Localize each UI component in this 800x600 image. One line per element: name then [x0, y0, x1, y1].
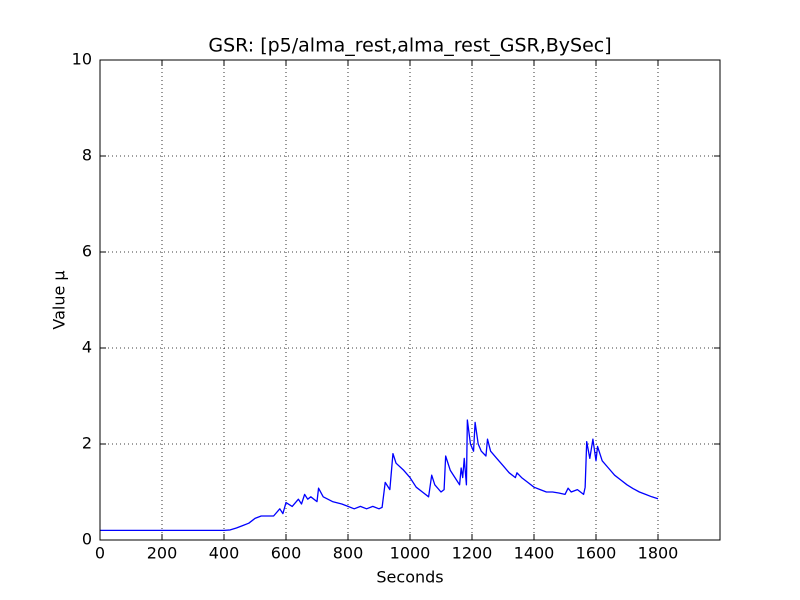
x-tick-label: 1800: [638, 544, 679, 563]
y-tick-label: 4: [82, 338, 92, 357]
y-tick-label: 10: [72, 50, 92, 69]
x-axis-label: Seconds: [376, 568, 443, 587]
y-axis-label: Value μ: [50, 270, 69, 329]
x-tick-label: 1000: [390, 544, 431, 563]
y-tick-label: 8: [82, 146, 92, 165]
x-tick-label: 1200: [452, 544, 493, 563]
x-tick-label: 600: [271, 544, 302, 563]
x-tick-label: 200: [147, 544, 178, 563]
y-tick-label: 0: [82, 530, 92, 549]
x-tick-label: 0: [95, 544, 105, 563]
x-tick-label: 1400: [514, 544, 555, 563]
y-tick-label: 6: [82, 242, 92, 261]
x-tick-label: 400: [209, 544, 240, 563]
plot-frame: [99, 59, 721, 541]
y-tick-label: 2: [82, 434, 92, 453]
data-line: [100, 419, 659, 532]
x-tick-label: 800: [333, 544, 364, 563]
chart-title: GSR: [p5/alma_rest,alma_rest_GSR,BySec]: [208, 35, 611, 57]
x-tick-label: 1600: [576, 544, 617, 563]
